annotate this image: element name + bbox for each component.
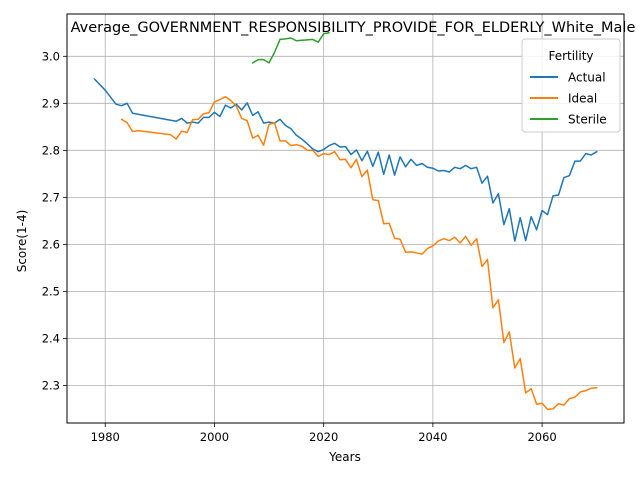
x-axis-label: Years bbox=[328, 450, 361, 464]
series-lines bbox=[93, 32, 598, 411]
y-tick-label: 2.4 bbox=[42, 331, 60, 345]
y-tick-label: 2.3 bbox=[42, 378, 60, 392]
y-tick-label: 2.5 bbox=[42, 284, 60, 298]
y-tick-label: 2.9 bbox=[42, 96, 60, 110]
x-tick-label: 2020 bbox=[309, 430, 338, 444]
x-tick-label: 2040 bbox=[418, 430, 447, 444]
legend-label-sterile: Sterile bbox=[568, 113, 607, 127]
x-tick-label: 1980 bbox=[91, 430, 120, 444]
series-line-actual bbox=[93, 78, 598, 242]
x-tick-label: 2000 bbox=[200, 430, 229, 444]
x-axis-ticks: 1980 2000 2020 2040 2060 bbox=[91, 423, 557, 444]
chart-title: Average_GOVERNMENT_RESPONSIBILITY_PROVID… bbox=[71, 20, 636, 36]
y-tick-label: 2.7 bbox=[42, 190, 60, 204]
legend-box bbox=[521, 38, 621, 133]
y-tick-label: 3.0 bbox=[42, 49, 60, 63]
legend-label-ideal: Ideal bbox=[568, 92, 597, 106]
y-axis-ticks: 2.3 2.4 2.5 2.6 2.7 2.8 2.9 3.0 bbox=[42, 49, 67, 392]
y-tick-label: 2.8 bbox=[42, 143, 60, 157]
series-line-sterile bbox=[251, 32, 330, 64]
legend: Fertility Actual Ideal Sterile bbox=[521, 38, 621, 133]
series-line-ideal bbox=[120, 95, 598, 411]
legend-label-actual: Actual bbox=[568, 71, 606, 85]
legend-title: Fertility bbox=[548, 49, 593, 63]
y-axis-label: Score(1-4) bbox=[15, 210, 29, 273]
y-tick-label: 2.6 bbox=[42, 237, 60, 251]
x-tick-label: 2060 bbox=[527, 430, 556, 444]
plot-frame bbox=[66, 13, 625, 424]
